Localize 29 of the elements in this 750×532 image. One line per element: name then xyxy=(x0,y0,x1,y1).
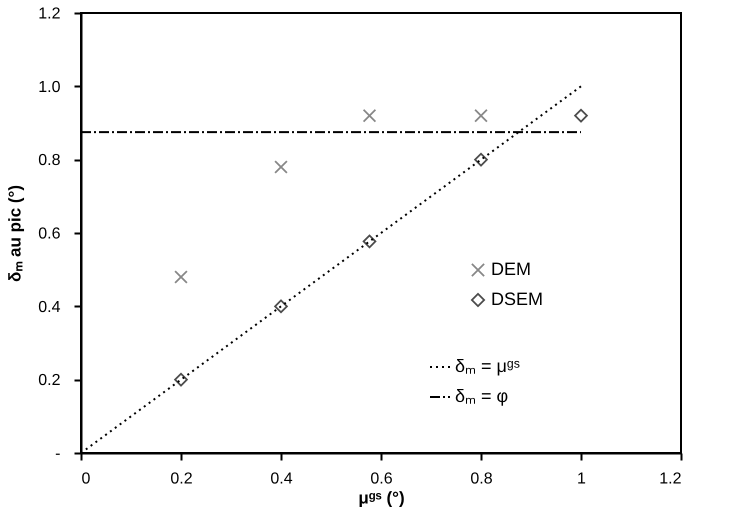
x-tick-label: 0.6 xyxy=(370,470,393,488)
legend-label: DEM xyxy=(491,259,531,279)
y-tick-label: 0.6 xyxy=(38,226,61,242)
point xyxy=(362,234,376,248)
y-tick-label: 1.0 xyxy=(38,78,61,96)
x-axis-title: μᵍˢ (°) xyxy=(358,488,405,508)
point xyxy=(574,108,588,122)
x-tick-label: 1 xyxy=(577,470,586,488)
y-tick-label: 0.2 xyxy=(38,372,61,390)
y-tick-label: 1.2 xyxy=(38,6,61,22)
point xyxy=(174,372,188,386)
x-tick-label: 0 xyxy=(82,470,90,488)
y-axis-title: δₘ au pic (°) xyxy=(5,184,24,282)
x-tick-label: 0.2 xyxy=(170,470,193,488)
point xyxy=(362,108,376,122)
legend-label: DSEM xyxy=(491,289,544,309)
x-tick-label: 0.8 xyxy=(470,470,493,488)
point xyxy=(274,300,288,314)
legend-label: δₘ = μᵍˢ xyxy=(455,356,520,376)
point xyxy=(474,108,488,122)
x-tick-label: 0.4 xyxy=(270,470,293,488)
y-tick-label: 0.8 xyxy=(38,152,61,170)
y-tick-label: 0.4 xyxy=(38,298,61,316)
point xyxy=(174,270,188,284)
x-tick-label: 1.2 xyxy=(659,470,682,488)
legend-label: δₘ = φ xyxy=(455,386,508,406)
point xyxy=(274,160,288,174)
y-tick-label: - xyxy=(55,446,60,462)
point xyxy=(474,152,488,166)
